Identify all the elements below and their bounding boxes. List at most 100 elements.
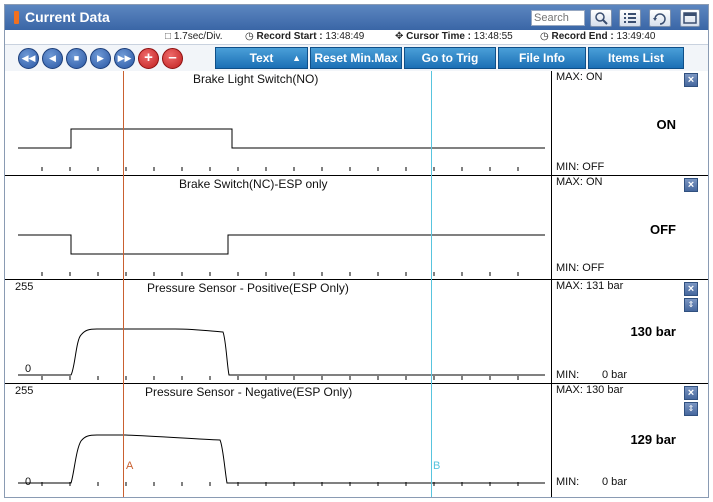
scale-icon: □ <box>165 31 172 42</box>
channel-name: Pressure Sensor - Positive(ESP Only) <box>147 281 349 295</box>
items-list-button[interactable]: Items List <box>588 47 684 69</box>
current-value: 130 bar <box>630 324 676 339</box>
time-ticks <box>41 272 519 276</box>
rewind-icon: ◀◀ <box>21 53 36 63</box>
close-icon: × <box>687 387 695 399</box>
channel-panel: Brake Switch(NC)-ESP only MAX: ON OFF MI… <box>5 176 708 280</box>
remove-channel-button[interactable]: × <box>684 282 698 296</box>
current-value: 129 bar <box>630 432 676 447</box>
cursor-time-readout: ✥ Cursor Time : 13:48:55 <box>395 31 513 42</box>
max-value: MAX: 130 bar <box>556 384 624 396</box>
clock-icon: ◷ <box>245 31 254 42</box>
window-title: Current Data <box>25 9 110 25</box>
channel-panel: Brake Light Switch(NO) MAX: ON ON MIN: O… <box>5 71 708 176</box>
scale-min-label: 0 <box>25 363 32 375</box>
expand-channel-button[interactable]: ⇕ <box>684 298 698 312</box>
channel-stats: MAX: ON ON MIN: OFF × <box>551 71 708 176</box>
min-value: MIN: OFF <box>556 262 605 274</box>
max-value: MAX: 131 bar <box>556 280 624 292</box>
search-input[interactable] <box>531 10 585 26</box>
channel-plot: Brake Light Switch(NO) <box>5 71 551 176</box>
channel-plot: Brake Switch(NC)-ESP only <box>5 176 551 280</box>
step-forward-button[interactable]: ▶ <box>90 48 111 69</box>
list-icon <box>624 13 636 23</box>
retry-icon <box>653 13 666 25</box>
app-icon <box>14 11 19 24</box>
channel-plot: 255 Pressure Sensor - Negative(ESP Only)… <box>5 384 551 497</box>
cursor-a-label: A <box>126 460 134 472</box>
remove-channel-button[interactable]: × <box>684 386 698 400</box>
restore-window-button[interactable] <box>680 9 700 27</box>
file-info-button[interactable]: File Info <box>498 47 586 69</box>
playback-toolbar: ◀◀ ◀ ■ ▶ ▶▶ + – Text ▲ Reset Min.Max Go … <box>5 45 708 71</box>
channel-plot: 255 Pressure Sensor - Positive(ESP Only)… <box>5 280 551 384</box>
remove-channel-button[interactable]: × <box>684 178 698 192</box>
rewind-button[interactable]: ◀◀ <box>18 48 39 69</box>
channel-stats: MAX: 131 bar 130 bar MIN: 0 bar × ⇕ <box>551 280 708 384</box>
time-ticks <box>41 482 519 486</box>
updown-arrows-icon: ▲ <box>292 53 301 63</box>
stop-icon: ■ <box>73 53 80 63</box>
channel-panel: 255 Pressure Sensor - Negative(ESP Only)… <box>5 384 708 497</box>
step-forward-icon: ▶ <box>97 53 104 63</box>
stop-button[interactable]: ■ <box>66 48 87 69</box>
signal-trace <box>18 434 545 486</box>
record-start-readout: ◷ Record Start : 13:48:49 <box>245 31 365 42</box>
reset-minmax-button[interactable]: Reset Min.Max <box>310 47 402 69</box>
current-value: ON <box>656 117 677 132</box>
min-value: MIN: OFF <box>556 161 605 173</box>
record-info-row: □ 1.7sec/Div. ◷ Record Start : 13:48:49 … <box>5 30 708 45</box>
window-icon <box>683 12 697 24</box>
fast-forward-button[interactable]: ▶▶ <box>114 48 135 69</box>
scale-max-label: 255 <box>15 385 34 397</box>
remove-channel-button[interactable]: × <box>684 73 698 87</box>
record-end-readout: ◷ Record End : 13:49:40 <box>540 31 656 42</box>
channel-name: Pressure Sensor - Negative(ESP Only) <box>145 385 353 399</box>
expand-icon: ⇕ <box>687 404 695 413</box>
list-view-button[interactable] <box>619 9 641 27</box>
cursor-b-line[interactable] <box>431 71 432 497</box>
signal-trace <box>18 128 545 171</box>
zoom-out-button[interactable]: – <box>162 48 183 69</box>
max-value: MAX: ON <box>556 176 603 188</box>
min-label: MIN: <box>556 476 580 488</box>
title-bar: Current Data <box>5 5 708 30</box>
time-ticks <box>41 376 519 380</box>
step-back-icon: ◀ <box>49 53 56 63</box>
expand-icon: ⇕ <box>687 300 695 309</box>
max-value: MAX: ON <box>556 71 603 83</box>
min-value: 0 bar <box>602 369 628 381</box>
cursor-b-label: B <box>433 460 441 472</box>
channel-panel: 255 Pressure Sensor - Positive(ESP Only)… <box>5 280 708 384</box>
channel-name: Brake Switch(NC)-ESP only <box>179 177 328 191</box>
retry-button[interactable] <box>649 9 671 27</box>
magnifier-icon <box>595 12 608 25</box>
step-back-button[interactable]: ◀ <box>42 48 63 69</box>
crosshair-icon: ✥ <box>395 31 404 42</box>
scale-max-label: 255 <box>15 281 34 293</box>
minus-icon: – <box>168 49 177 66</box>
clock-icon: ◷ <box>540 31 549 42</box>
cursor-a-line[interactable] <box>123 71 124 497</box>
close-icon: × <box>687 179 695 191</box>
fast-forward-icon: ▶▶ <box>117 53 132 63</box>
channel-name: Brake Light Switch(NO) <box>193 72 319 86</box>
signal-trace <box>18 234 545 276</box>
min-value: 0 bar <box>602 476 628 488</box>
min-label: MIN: <box>556 369 580 381</box>
signal-trace <box>18 328 545 380</box>
current-value: OFF <box>650 222 676 237</box>
scale-min-label: 0 <box>25 476 32 488</box>
close-icon: × <box>687 283 695 295</box>
channel-stats: MAX: ON OFF MIN: OFF × <box>551 176 708 280</box>
go-to-trig-button[interactable]: Go to Trig <box>404 47 496 69</box>
search-button[interactable] <box>590 9 612 27</box>
division-readout: □ 1.7sec/Div. <box>165 31 223 42</box>
plus-icon: + <box>144 49 153 66</box>
channel-stats: MAX: 130 bar 129 bar MIN: 0 bar × ⇕ <box>551 384 708 497</box>
time-ticks <box>41 167 519 171</box>
expand-channel-button[interactable]: ⇕ <box>684 402 698 416</box>
display-mode-select[interactable]: Text ▲ <box>215 47 308 69</box>
close-icon: × <box>687 74 695 86</box>
zoom-in-button[interactable]: + <box>138 48 159 69</box>
